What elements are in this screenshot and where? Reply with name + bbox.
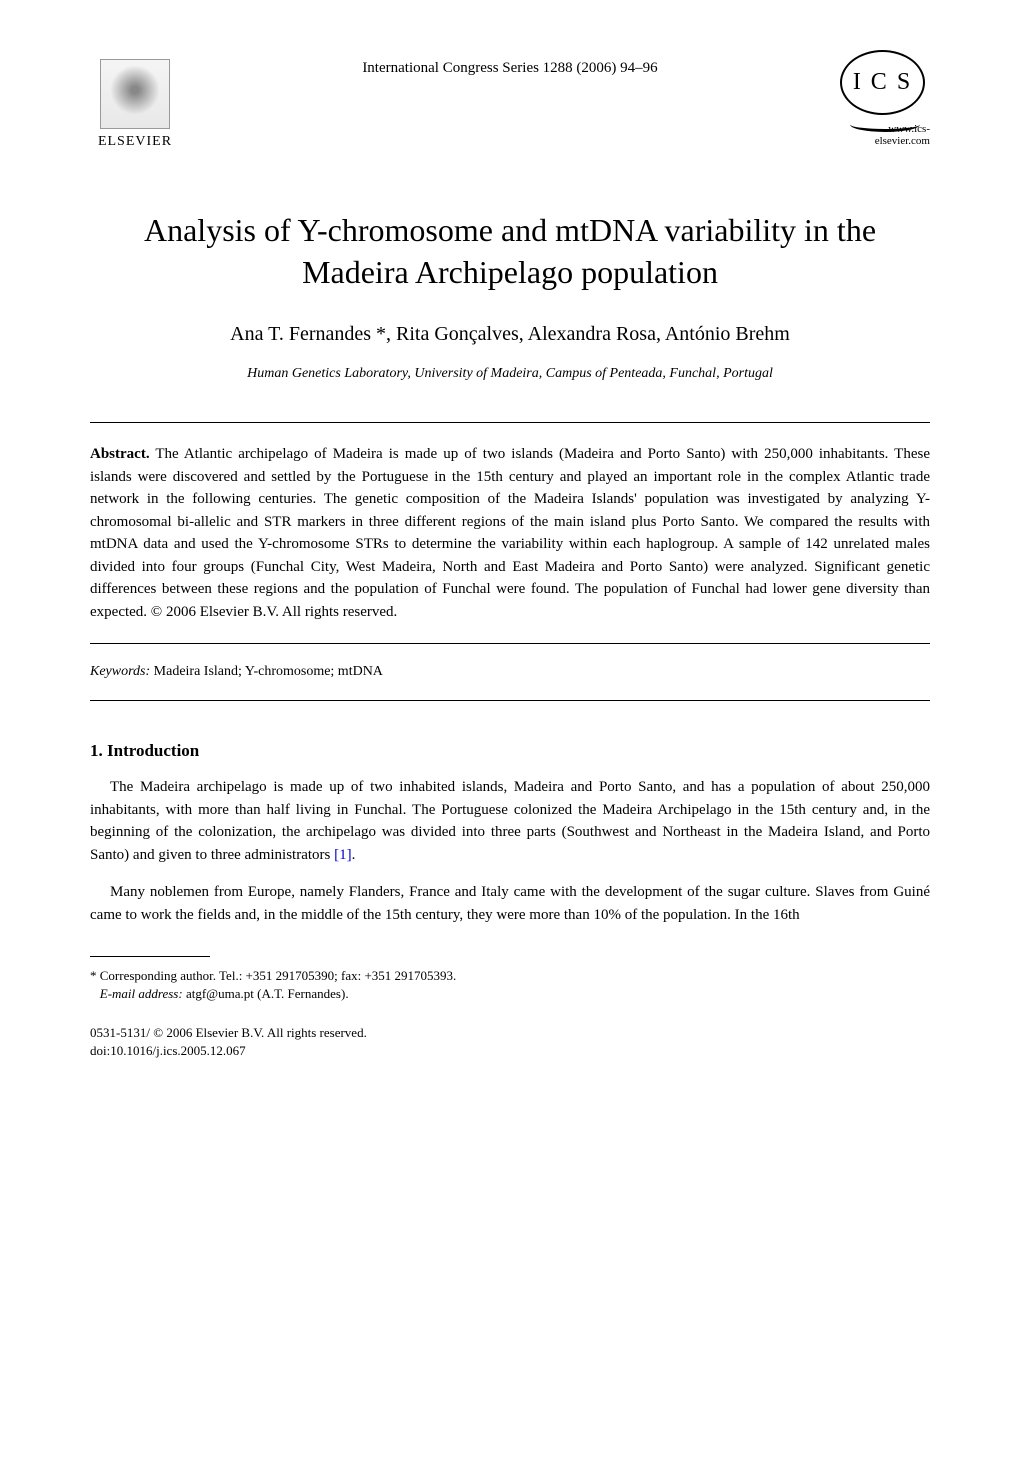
publisher-logo: ELSEVIER — [90, 50, 180, 150]
abstract-section: Abstract. The Atlantic archipelago of Ma… — [90, 422, 930, 644]
email-label: E-mail address: — [100, 986, 183, 1001]
corresponding-text: Corresponding author. Tel.: +351 2917053… — [100, 968, 457, 983]
section-1-heading: 1. Introduction — [90, 741, 930, 761]
keywords-label: Keywords: — [90, 664, 150, 679]
keywords-body: Madeira Island; Y-chromosome; mtDNA — [150, 664, 383, 679]
asterisk-marker: * — [90, 968, 100, 983]
copyright-block: 0531-5131/ © 2006 Elsevier B.V. All righ… — [90, 1024, 930, 1060]
abstract-body: The Atlantic archipelago of Madeira is m… — [90, 446, 930, 620]
keywords-line: Keywords: Madeira Island; Y-chromosome; … — [90, 664, 930, 680]
ics-logo: I C S www.ics-elsevier.com — [840, 50, 930, 147]
para1-pre: The Madeira archipelago is made up of tw… — [90, 779, 930, 863]
abstract-paragraph: Abstract. The Atlantic archipelago of Ma… — [90, 443, 930, 623]
authors-line: Ana T. Fernandes *, Rita Gonçalves, Alex… — [90, 323, 930, 346]
intro-paragraph-2: Many noblemen from Europe, namely Flande… — [90, 881, 930, 926]
paper-title: Analysis of Y-chromosome and mtDNA varia… — [90, 210, 930, 293]
publisher-name: ELSEVIER — [98, 134, 172, 150]
header-row: ELSEVIER International Congress Series 1… — [90, 50, 930, 150]
reference-link-1[interactable]: [1] — [334, 847, 352, 863]
keywords-section: Keywords: Madeira Island; Y-chromosome; … — [90, 664, 930, 701]
corresponding-author: * Corresponding author. Tel.: +351 29170… — [90, 967, 930, 1003]
ics-text: I C S — [853, 69, 912, 96]
email-value: atgf@uma.pt (A.T. Fernandes). — [183, 986, 349, 1001]
journal-reference: International Congress Series 1288 (2006… — [180, 50, 840, 77]
footer-divider — [90, 956, 210, 957]
ics-oval-icon: I C S — [840, 50, 925, 115]
doi-line: doi:10.1016/j.ics.2005.12.067 — [90, 1042, 930, 1060]
para1-post: . — [352, 847, 356, 863]
affiliation: Human Genetics Laboratory, University of… — [90, 366, 930, 382]
elsevier-tree-icon — [100, 59, 170, 129]
issn-line: 0531-5131/ © 2006 Elsevier B.V. All righ… — [90, 1024, 930, 1042]
abstract-label: Abstract. — [90, 446, 150, 462]
intro-paragraph-1: The Madeira archipelago is made up of tw… — [90, 776, 930, 866]
ics-swoosh-icon — [850, 117, 920, 132]
